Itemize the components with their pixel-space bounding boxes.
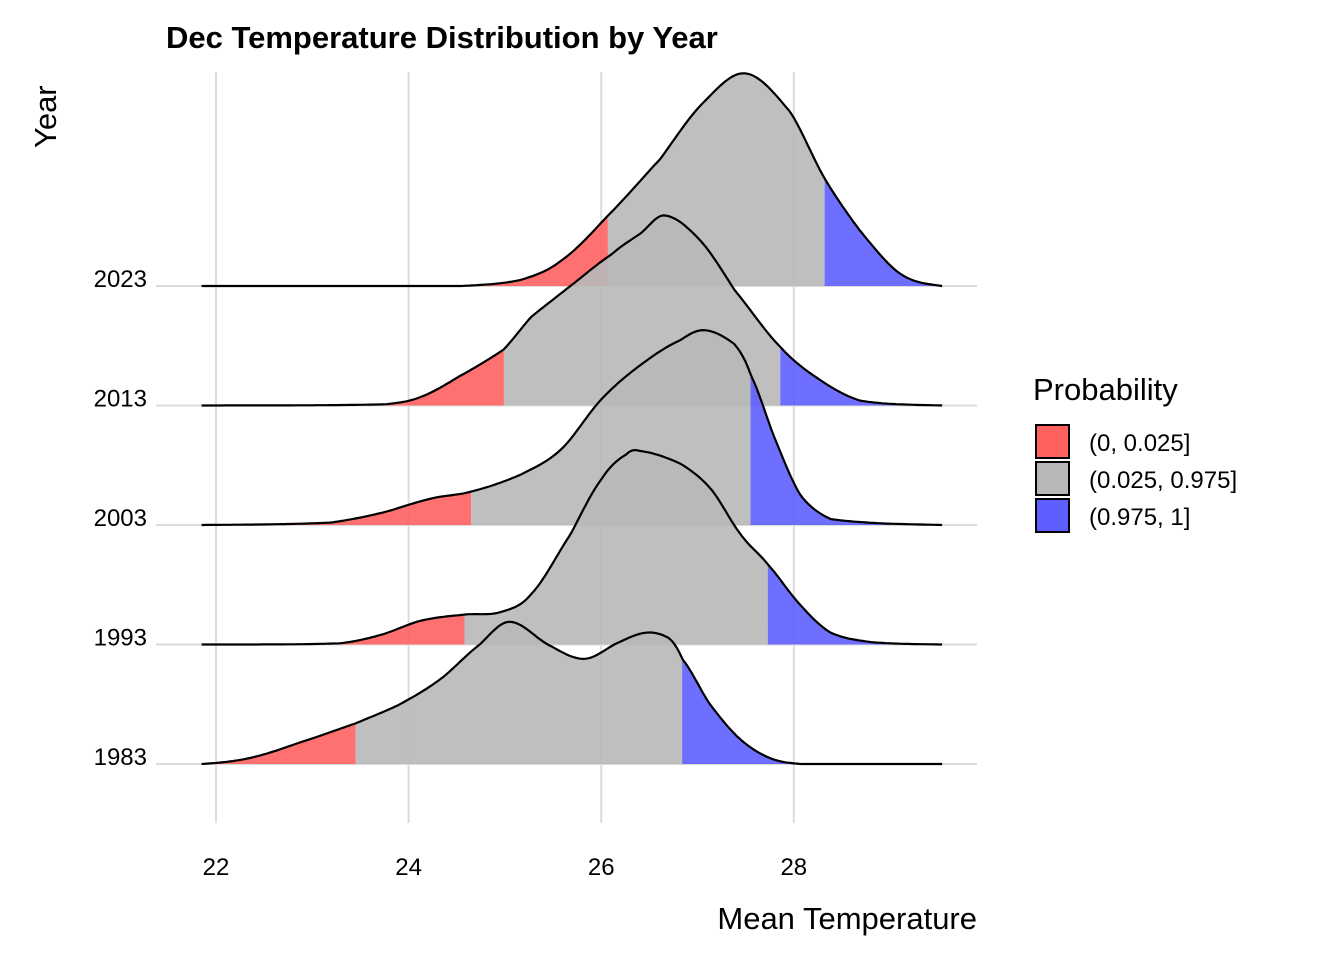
y-axis-title: Year xyxy=(28,85,63,148)
y-tick-labels: 1983 1993 2003 2013 2023 xyxy=(94,266,147,771)
lower-tail-fill xyxy=(201,491,472,525)
upper-tail-fill xyxy=(780,346,943,406)
density-line xyxy=(201,329,943,527)
ridge-1983 xyxy=(201,620,943,766)
x-tick-label: 28 xyxy=(780,854,807,881)
chart-title: Dec Temperature Distribution by Year xyxy=(166,20,718,55)
lower-tail-fill xyxy=(201,614,465,645)
upper-tail-fill xyxy=(682,658,943,764)
lower-tail-fill xyxy=(201,349,504,406)
x-tick-label: 24 xyxy=(395,854,422,881)
lower-tail-fill xyxy=(201,215,608,286)
x-tick-label: 26 xyxy=(588,854,615,881)
ridge-1993 xyxy=(201,449,943,646)
legend-label: (0.975, 1] xyxy=(1089,504,1190,531)
legend: Probability (0, 0.025] (0.025, 0.975] (0.9… xyxy=(1033,372,1237,533)
y-tick-label: 1993 xyxy=(94,625,147,652)
legend-key xyxy=(1035,424,1070,459)
density-line xyxy=(201,214,943,407)
density-line xyxy=(201,620,943,766)
y-tick-label: 1983 xyxy=(94,744,147,771)
middle-fill xyxy=(464,450,768,645)
legend-key xyxy=(1035,498,1070,533)
x-tick-labels: 22 24 26 28 xyxy=(203,854,808,881)
x-axis-title: Mean Temperature xyxy=(717,901,977,936)
legend-label: (0.025, 0.975] xyxy=(1089,467,1237,494)
x-tick-label: 22 xyxy=(203,854,230,881)
y-tick-label: 2003 xyxy=(94,505,147,532)
y-tick-label: 2023 xyxy=(94,266,147,293)
legend-key xyxy=(1035,461,1070,496)
ridges xyxy=(201,72,943,766)
legend-label: (0, 0.025] xyxy=(1089,430,1190,457)
ridge-2023 xyxy=(201,72,943,288)
upper-tail-fill xyxy=(767,564,943,645)
middle-fill xyxy=(355,621,683,764)
legend-title: Probability xyxy=(1033,372,1178,407)
density-line xyxy=(201,72,943,288)
density-line xyxy=(201,449,943,646)
upper-tail-fill xyxy=(824,178,943,286)
lower-tail-fill xyxy=(201,723,356,764)
y-tick-label: 2013 xyxy=(94,386,147,413)
upper-tail-fill xyxy=(750,374,943,525)
